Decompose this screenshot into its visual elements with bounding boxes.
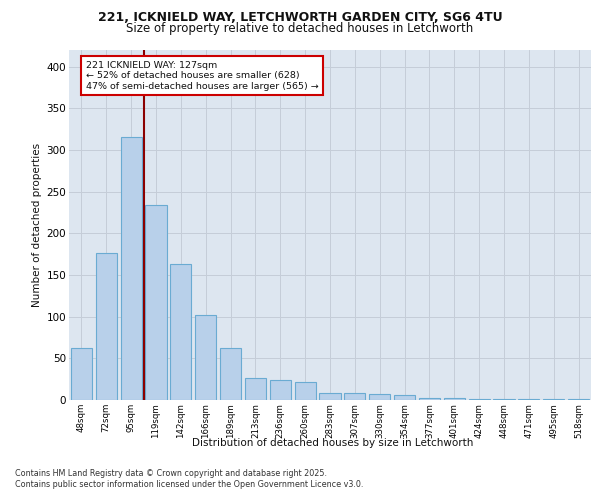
Bar — [245, 378, 266, 400]
Bar — [568, 399, 589, 400]
Bar — [195, 315, 216, 400]
Bar — [394, 395, 415, 400]
Bar — [96, 254, 117, 400]
Bar — [369, 394, 390, 400]
Text: Size of property relative to detached houses in Letchworth: Size of property relative to detached ho… — [127, 22, 473, 35]
Bar — [121, 136, 142, 400]
Bar — [444, 398, 465, 400]
Bar — [170, 264, 191, 400]
Text: 221 ICKNIELD WAY: 127sqm
← 52% of detached houses are smaller (628)
47% of semi-: 221 ICKNIELD WAY: 127sqm ← 52% of detach… — [86, 61, 319, 90]
Bar — [295, 382, 316, 400]
Y-axis label: Number of detached properties: Number of detached properties — [32, 143, 43, 307]
Bar — [493, 399, 515, 400]
Text: Contains public sector information licensed under the Open Government Licence v3: Contains public sector information licen… — [15, 480, 364, 489]
Bar — [419, 398, 440, 400]
Bar — [543, 399, 564, 400]
Bar — [71, 348, 92, 400]
Text: 221, ICKNIELD WAY, LETCHWORTH GARDEN CITY, SG6 4TU: 221, ICKNIELD WAY, LETCHWORTH GARDEN CIT… — [98, 11, 502, 24]
Text: Distribution of detached houses by size in Letchworth: Distribution of detached houses by size … — [193, 438, 473, 448]
Bar — [270, 380, 291, 400]
Bar — [220, 348, 241, 400]
Bar — [469, 399, 490, 400]
Bar — [518, 399, 539, 400]
Bar — [319, 392, 341, 400]
Text: Contains HM Land Registry data © Crown copyright and database right 2025.: Contains HM Land Registry data © Crown c… — [15, 469, 327, 478]
Bar — [344, 392, 365, 400]
Bar — [145, 205, 167, 400]
